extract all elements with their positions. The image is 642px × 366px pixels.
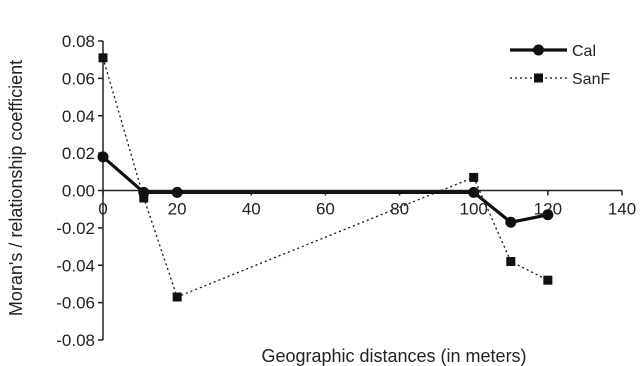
x-tick-label: 100 bbox=[460, 200, 488, 219]
legend-label-sanf: SanF bbox=[572, 71, 610, 88]
x-tick-label: 60 bbox=[316, 200, 335, 219]
data-point-sanf bbox=[543, 275, 553, 285]
x-axis-title: Geographic distances (in meters) bbox=[261, 346, 526, 366]
data-point-sanf bbox=[98, 53, 108, 63]
data-point-cal bbox=[171, 186, 183, 198]
series-layer bbox=[97, 53, 554, 302]
y-tick-label: 0.06 bbox=[62, 69, 95, 88]
legend-marker-cal bbox=[533, 44, 544, 56]
data-point-sanf bbox=[139, 193, 149, 203]
data-point-cal bbox=[97, 151, 109, 163]
data-point-cal bbox=[468, 186, 480, 198]
data-point-cal bbox=[542, 209, 554, 221]
y-axis-title: Moran's / relationship coefficient bbox=[6, 60, 26, 316]
y-tick-label: 0.04 bbox=[62, 107, 95, 126]
data-point-sanf bbox=[172, 292, 182, 302]
x-tick-label: 140 bbox=[608, 200, 636, 219]
series-cal bbox=[97, 151, 554, 228]
y-tick-label: 0.02 bbox=[62, 144, 95, 163]
legend-label-cal: Cal bbox=[572, 43, 596, 60]
series-sanf bbox=[98, 53, 553, 302]
y-tick-label: -0.06 bbox=[56, 294, 95, 313]
x-tick-label: 40 bbox=[242, 200, 261, 219]
y-tick-label: 0.08 bbox=[62, 32, 95, 51]
y-tick-label: -0.04 bbox=[56, 256, 95, 275]
legend-item-sanf: SanF bbox=[510, 71, 610, 88]
x-tick-label: 80 bbox=[390, 200, 409, 219]
y-tick-label: -0.08 bbox=[56, 331, 95, 350]
legend: Cal SanF bbox=[510, 43, 610, 88]
series-line-cal bbox=[101, 155, 549, 224]
data-point-cal bbox=[505, 216, 517, 228]
data-point-sanf bbox=[469, 172, 479, 182]
legend-item-cal: Cal bbox=[510, 43, 596, 60]
x-tick-label: 0 bbox=[98, 200, 107, 219]
axes: 0.08 0.06 0.04 0.02 0.00 -0.02 -0.04 -0.06 -0.08… bbox=[56, 32, 636, 350]
y-tick-label: 0.00 bbox=[62, 182, 95, 201]
x-tick-label: 120 bbox=[534, 200, 562, 219]
legend-marker-sanf bbox=[534, 73, 543, 83]
data-point-cal bbox=[138, 186, 150, 198]
x-tick-label: 20 bbox=[168, 200, 187, 219]
series-line-sanf bbox=[102, 57, 549, 298]
y-tick-label: -0.02 bbox=[56, 219, 95, 238]
data-point-sanf bbox=[506, 257, 516, 267]
